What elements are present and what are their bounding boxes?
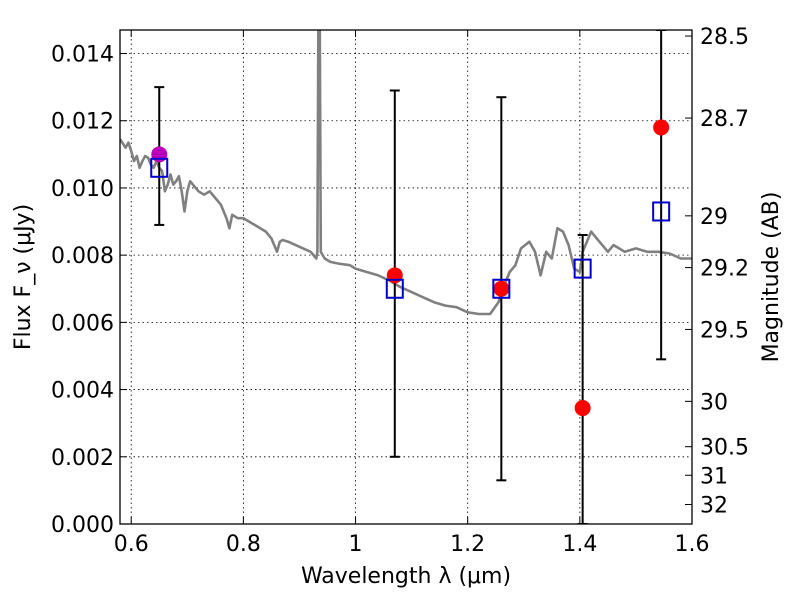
observed-point (386, 267, 403, 284)
right-tick-label: 32 (700, 494, 728, 519)
y-tick-label: 0.000 (51, 513, 114, 538)
right-tick-label: 29.2 (700, 257, 749, 282)
right-tick-label: 30.5 (700, 436, 749, 461)
observed-point (493, 280, 510, 297)
series-group (120, 30, 692, 524)
y-tick-label: 0.004 (51, 379, 114, 404)
y-tick-label: 0.014 (51, 43, 114, 68)
right-tick-label: 28.5 (700, 25, 749, 50)
x-tick-label: 1.4 (562, 532, 597, 557)
model-square-point (652, 201, 671, 222)
observed-point (574, 400, 591, 417)
right-tick-label: 29.5 (700, 318, 749, 343)
right-tick-label: 31 (700, 464, 728, 489)
x-tick-label: 1.6 (675, 532, 710, 557)
axes: 0.6 0.8 1 1.2 1.4 1.6 0.000 0.002 0.004 0.006 0.00… (51, 25, 749, 557)
right-tick-label: 29 (700, 205, 728, 230)
model-square-point (150, 157, 169, 178)
x-tick-label: 0.8 (226, 532, 261, 557)
x-axis-title: Wavelength λ (μm) (301, 564, 511, 589)
model-square-point (385, 278, 404, 299)
y-tick-label: 0.008 (51, 244, 114, 269)
model-square-point (492, 278, 511, 299)
right-tick-label: 28.7 (700, 107, 749, 132)
model-square-point (573, 258, 592, 279)
y-axis-title: Flux F_ν (μJy) (11, 204, 36, 350)
y-tick-label: 0.002 (51, 446, 114, 471)
y-tick-label: 0.012 (51, 110, 114, 135)
y-tick-label: 0.010 (51, 177, 114, 202)
observed-point (151, 146, 168, 163)
y-tick-label: 0.006 (51, 311, 114, 336)
observed-point (653, 119, 670, 136)
x-tick-label: 1.2 (450, 532, 485, 557)
right-tick-label: 30 (700, 390, 728, 415)
plot-frame (119, 29, 693, 525)
right-axis-title: Magnitude (AB) (759, 192, 784, 363)
x-tick-label: 0.6 (114, 532, 149, 557)
x-tick-label: 1 (349, 532, 363, 557)
plot-area (120, 30, 692, 524)
